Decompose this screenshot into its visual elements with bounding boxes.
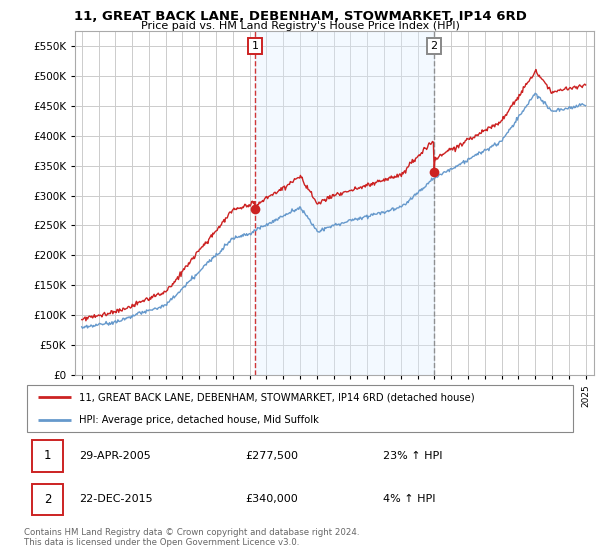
Text: 22-DEC-2015: 22-DEC-2015 — [79, 494, 153, 505]
FancyBboxPatch shape — [27, 385, 573, 432]
Text: 1: 1 — [44, 449, 51, 463]
Text: £340,000: £340,000 — [245, 494, 298, 505]
Text: £277,500: £277,500 — [245, 451, 298, 461]
Text: 11, GREAT BACK LANE, DEBENHAM, STOWMARKET, IP14 6RD (detached house): 11, GREAT BACK LANE, DEBENHAM, STOWMARKE… — [79, 392, 475, 402]
Text: 4% ↑ HPI: 4% ↑ HPI — [383, 494, 436, 505]
Text: 1: 1 — [251, 41, 259, 52]
FancyBboxPatch shape — [32, 484, 62, 515]
Text: 29-APR-2005: 29-APR-2005 — [79, 451, 151, 461]
Text: 23% ↑ HPI: 23% ↑ HPI — [383, 451, 442, 461]
Text: 2: 2 — [430, 41, 437, 52]
Text: Contains HM Land Registry data © Crown copyright and database right 2024.
This d: Contains HM Land Registry data © Crown c… — [24, 528, 359, 547]
Text: 11, GREAT BACK LANE, DEBENHAM, STOWMARKET, IP14 6RD: 11, GREAT BACK LANE, DEBENHAM, STOWMARKE… — [74, 10, 526, 22]
Bar — [255, 31, 434, 375]
FancyBboxPatch shape — [32, 440, 62, 472]
Text: 2: 2 — [44, 493, 51, 506]
Text: HPI: Average price, detached house, Mid Suffolk: HPI: Average price, detached house, Mid … — [79, 416, 319, 426]
Text: Price paid vs. HM Land Registry's House Price Index (HPI): Price paid vs. HM Land Registry's House … — [140, 21, 460, 31]
